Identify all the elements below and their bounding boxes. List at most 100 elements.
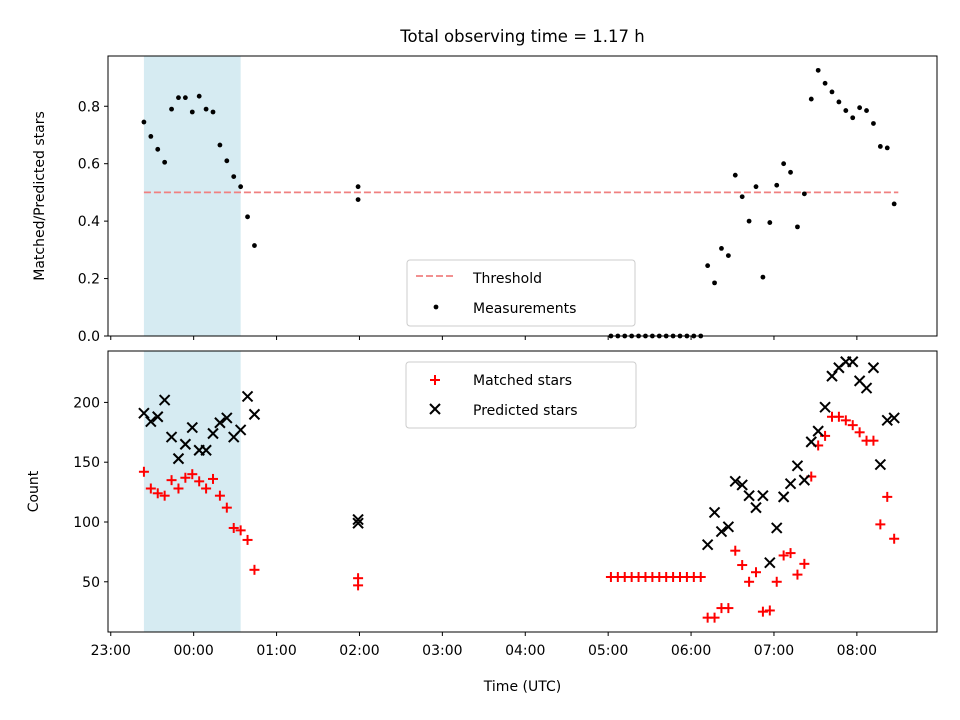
- measurement-point: [176, 95, 181, 101]
- predicted-star-point: [200, 444, 212, 456]
- measurement-point: [836, 99, 842, 105]
- y-tick-label: 200: [73, 395, 100, 411]
- matched-star-point: [792, 569, 803, 580]
- measurement-point: [843, 108, 849, 113]
- predicted-star-point: [750, 501, 762, 514]
- matched-star-point: [854, 427, 865, 438]
- count-panel: 23:00 00:00 01:00 02:00 03:00 04:00 05:00 06:00…: [26, 350, 938, 695]
- measurement-point: [155, 146, 161, 152]
- matched-star-point: [166, 475, 177, 486]
- ratio-y-axis-label: Matched/Predicted stars: [32, 111, 48, 281]
- measurement-point: [815, 67, 821, 73]
- matched-star-point: [889, 533, 900, 544]
- matched-star-point: [228, 522, 239, 533]
- x-tick-label: 07:00: [754, 643, 794, 659]
- legend-matched-label: Matched stars: [473, 373, 572, 389]
- x-tick-label: 03:00: [422, 643, 462, 659]
- measurement-point: [746, 218, 752, 224]
- measurement-point: [705, 263, 711, 269]
- matched-star-point: [875, 519, 886, 530]
- matched-star-point: [730, 545, 741, 556]
- chart-title: Total observing time = 1.17 h: [399, 27, 644, 46]
- measurement-point: [725, 253, 731, 258]
- measurement-point: [245, 214, 250, 220]
- predicted-star-point: [847, 356, 859, 368]
- y-tick-label: 0.0: [78, 329, 100, 345]
- ratio-panel-frame: [107, 55, 938, 337]
- measurement-point: [210, 109, 216, 115]
- matched-star-point: [744, 576, 755, 587]
- legend-measurement-swatch: [433, 304, 439, 310]
- matched-star-point: [695, 571, 706, 582]
- measurement-point: [891, 201, 897, 207]
- measurement-point: [877, 144, 883, 149]
- measurement-point: [231, 174, 237, 180]
- measurement-point: [760, 274, 766, 280]
- ratio-panel: 0.0 0.2 0.4 0.6 0.8 Total observing time = 1…: [32, 27, 938, 345]
- x-tick-label: 02:00: [339, 643, 379, 659]
- matched-star-point: [208, 473, 219, 484]
- count-legend: Matched stars Predicted stars: [405, 361, 637, 429]
- ratio-x-ticks: [110, 336, 858, 340]
- matched-star-point: [194, 476, 205, 487]
- count-y-ticks: 50 100 150 200: [73, 395, 108, 591]
- matched-star-point: [771, 576, 782, 587]
- ratio-legend: Threshold Measurements: [406, 259, 636, 327]
- matched-star-point: [840, 415, 851, 426]
- matched-star-point: [152, 488, 163, 499]
- time-x-ticks: 23:00 00:00 01:00 02:00 03:00 04:00 05:00 06:00…: [91, 632, 877, 659]
- measurement-point: [169, 106, 174, 112]
- matched-star-point: [764, 605, 775, 616]
- ratio-y-ticks: 0.0 0.2 0.4 0.6 0.8: [78, 99, 108, 345]
- matched-star-point: [785, 548, 796, 559]
- matched-star-point: [868, 435, 879, 446]
- predicted-star-point: [158, 394, 171, 406]
- matched-star-point: [778, 550, 789, 561]
- predicted-star-point: [819, 401, 831, 413]
- matched-star-point: [201, 483, 212, 494]
- matched-star-point: [757, 606, 768, 617]
- measurement-point: [148, 134, 154, 139]
- predicted-star-point: [771, 522, 783, 534]
- matched-star-point: [709, 612, 720, 623]
- measurement-point: [217, 142, 223, 148]
- measurement-point: [252, 243, 257, 248]
- predicted-star-point: [860, 382, 873, 394]
- predicted-star-point: [867, 362, 880, 374]
- matched-star-point: [138, 466, 149, 477]
- observing-window-shade-bottom: [143, 351, 241, 632]
- y-tick-label: 100: [73, 515, 100, 531]
- y-tick-label: 0.2: [78, 272, 100, 288]
- observing-window-shade: [143, 56, 241, 336]
- x-tick-label: 04:00: [505, 643, 545, 659]
- x-tick-label: 08:00: [837, 643, 877, 659]
- y-tick-label: 0.4: [78, 214, 100, 230]
- matched-star-point: [751, 567, 762, 578]
- matched-star-point: [882, 491, 893, 502]
- measurement-point: [224, 158, 230, 164]
- measurement-point: [788, 169, 793, 175]
- legend-box-bottom: [405, 361, 637, 429]
- measurement-point: [732, 172, 738, 178]
- predicted-star-point: [701, 539, 714, 551]
- measurement-point: [857, 105, 863, 111]
- legend-predicted-label: Predicted stars: [473, 403, 578, 419]
- legend-predicted-swatch: [429, 403, 441, 415]
- predicted-star-point: [791, 460, 804, 472]
- legend-box: [406, 259, 636, 327]
- measurement-point: [162, 159, 168, 165]
- y-tick-label: 150: [73, 455, 100, 471]
- legend-measurements-label: Measurements: [473, 301, 576, 317]
- matched-star-point: [173, 483, 184, 494]
- measurement-point: [864, 108, 869, 113]
- measurement-point: [795, 224, 800, 230]
- predicted-star-point: [743, 489, 755, 502]
- x-tick-label: 23:00: [91, 643, 131, 659]
- predicted-star-point: [729, 475, 741, 488]
- measurement-point: [808, 96, 814, 102]
- matched-star-point: [159, 490, 170, 501]
- measurement-point: [712, 280, 717, 286]
- measurement-point: [753, 184, 759, 190]
- predicted-star-point: [826, 370, 838, 382]
